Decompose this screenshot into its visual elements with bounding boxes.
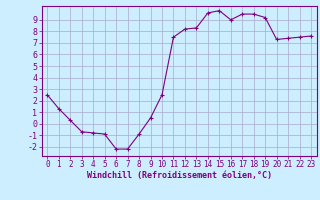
X-axis label: Windchill (Refroidissement éolien,°C): Windchill (Refroidissement éolien,°C) — [87, 171, 272, 180]
